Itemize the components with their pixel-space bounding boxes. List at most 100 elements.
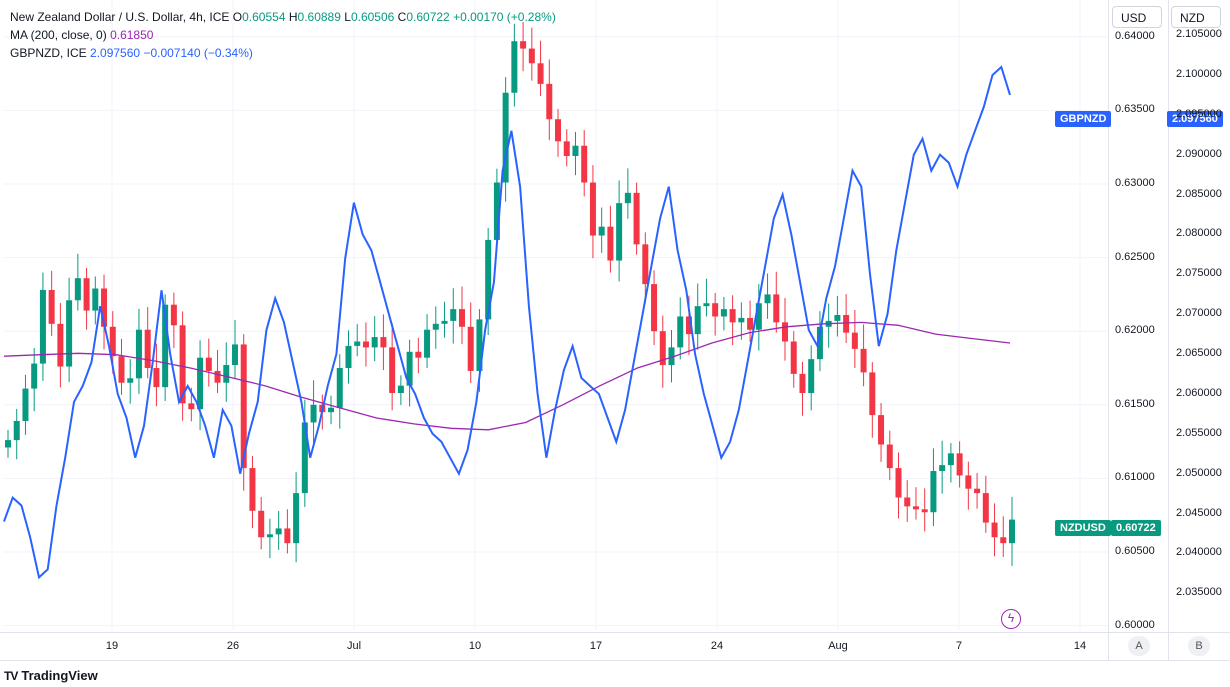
right-axis-tick: 2.050000 [1176,466,1222,479]
right-axis-tick: 2.100000 [1176,67,1222,80]
right-axis-tick: 2.085000 [1176,187,1222,200]
currency-usd-button[interactable]: USD [1112,6,1162,28]
candle-body [930,471,937,513]
nzdusd-name-tag: NZDUSD [1055,520,1111,536]
close-value: 0.60722 [406,10,450,24]
x-axis-tick: 14 [1073,640,1087,652]
candle-body [354,341,361,346]
candle-body [755,303,762,330]
right-axis-tick: 2.065000 [1176,347,1222,360]
candle-body [258,510,265,538]
chart-legend: New Zealand Dollar / U.S. Dollar, 4h, IC… [10,8,556,62]
candle-body [310,404,317,423]
candle-body [939,465,946,472]
candle-body [720,309,727,317]
candle-body [153,367,160,388]
candle-body [476,319,483,371]
candle-body [974,488,981,494]
compare-label: GBPNZD, ICE [10,46,87,60]
candle-body [380,337,387,348]
candle-body [214,370,221,383]
right-axis-tick: 2.080000 [1176,227,1222,240]
candle-body [92,288,99,311]
candle-body [197,357,204,410]
candle-body [415,351,422,358]
candle-body [991,522,998,538]
right-axis-tick: 2.055000 [1176,426,1222,439]
currency-nzd-button[interactable]: NZD [1171,6,1221,28]
candle-body [790,341,797,374]
candle-body [555,119,562,142]
candle-body [782,322,789,342]
left-axis-tick: 0.64000 [1115,29,1155,42]
compare-value: 2.097560 [90,46,141,60]
candle-body [878,415,885,445]
candle-body [127,378,134,383]
candle-body [729,309,736,323]
scale-b-button[interactable]: B [1188,636,1210,656]
left-axis-tick: 0.60000 [1115,618,1155,631]
candle-body [947,453,954,466]
x-axis-tick: 26 [226,640,240,652]
high-label: H [288,10,298,24]
symbol-title[interactable]: New Zealand Dollar / U.S. Dollar, 4h, IC… [10,10,230,24]
candle-body [616,203,623,261]
open-label: O [232,10,243,24]
x-axis-tick: 17 [589,640,603,652]
right-axis-tick: 2.105000 [1176,28,1222,41]
scale-a-button[interactable]: A [1128,636,1150,656]
left-axis-tick: 0.63000 [1115,176,1155,189]
right-axis-tick: 2.045000 [1176,506,1222,519]
candle-body [738,317,745,323]
candle-body [266,534,273,538]
candle-body [808,359,815,394]
candle-body [921,509,928,513]
tradingview-brand[interactable]: TV TradingView [4,668,98,683]
candle-body [851,332,858,349]
candle-body [328,407,335,413]
candle-body [703,303,710,307]
nzdusd-price-tag: 0.60722 [1111,520,1161,536]
legend-ma-row[interactable]: MA (200, close, 0) 0.61850 [10,26,556,44]
candle-body [869,372,876,416]
candle-body [520,41,527,49]
candle-body [135,329,142,379]
candle-body [362,341,369,348]
candle-body [74,278,81,301]
close-label: C [397,10,407,24]
candle-body [685,316,692,335]
right-axis-tick: 2.075000 [1176,267,1222,280]
candle-body [48,289,55,324]
candle-body [537,63,544,84]
candle-body [511,41,518,93]
candle-body [546,83,553,120]
x-axis-tick: 19 [105,640,119,652]
left-axis-tick: 0.61000 [1115,471,1155,484]
candle-body [397,385,404,394]
candle-body [485,239,492,320]
candle-body [223,365,230,383]
right-axis-tick: 2.095000 [1176,107,1222,120]
candle-body [956,453,963,476]
candle-body [275,528,282,535]
candle-body [965,475,972,489]
candle-body [834,315,841,321]
flash-icon[interactable]: ϟ [1001,609,1021,629]
candle-body [179,325,186,404]
candle-body [642,244,649,285]
right-axis-tick: 2.035000 [1176,586,1222,599]
low-value: 0.60506 [350,10,395,24]
candle-body [458,309,465,327]
left-axis-tick: 0.62500 [1115,250,1155,263]
ma-label: MA (200, close, 0) [10,28,107,42]
legend-compare-row[interactable]: GBPNZD, ICE 2.097560 −0.007140 (−0.34%) [10,44,556,62]
left-axis-tick: 0.61500 [1115,397,1155,410]
candle-body [57,323,64,367]
candle-body [677,316,684,348]
candle-body [13,420,20,441]
right-axis-tick: 2.070000 [1176,307,1222,320]
candle-body [747,317,754,330]
candle-body [528,48,535,64]
candle-body [1009,519,1015,544]
